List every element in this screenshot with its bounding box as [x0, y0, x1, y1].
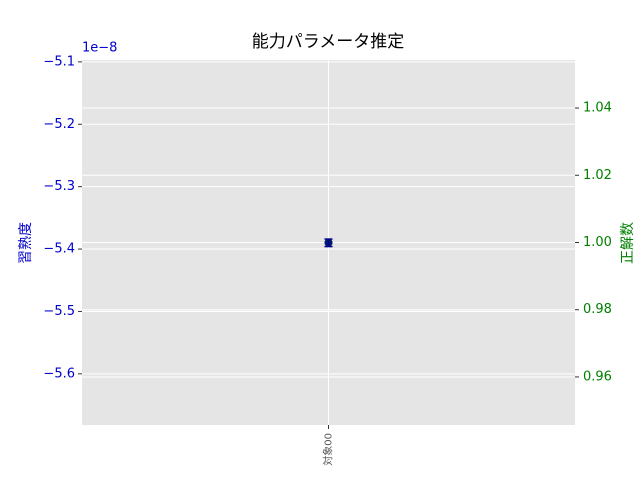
y-tick-label: −5.5: [43, 304, 75, 319]
data-point: [324, 238, 333, 247]
y-tick-label: −5.3: [43, 179, 75, 194]
y-offset-label: 1e−8: [82, 41, 117, 56]
x-tick-label: 対象00: [322, 433, 335, 466]
chart-title: 能力パラメータ推定: [252, 32, 405, 52]
y2-axis-label: 正解数: [620, 222, 636, 264]
y-axis-label: 習熟度: [18, 222, 34, 264]
y-tick-label: −5.4: [43, 242, 75, 257]
y2-tick-label: 1.04: [583, 101, 612, 116]
y2-tick-label: 0.98: [583, 302, 612, 317]
y-tick-label: −5.6: [43, 366, 75, 381]
y2-tick-label: 1.00: [583, 235, 612, 250]
y2-tick-label: 1.02: [583, 168, 612, 183]
y-tick-label: −5.2: [43, 117, 75, 132]
y2-tick-label: 0.96: [583, 369, 612, 384]
y-tick-label: −5.1: [43, 54, 75, 69]
